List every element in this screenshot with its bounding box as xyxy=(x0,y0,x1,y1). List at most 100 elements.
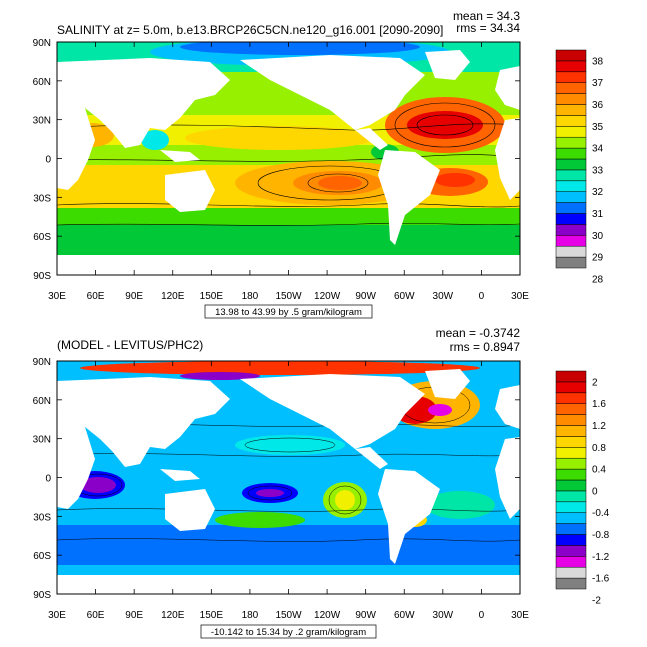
land-indonesia xyxy=(160,150,200,162)
colorbar-swatch xyxy=(555,468,587,481)
colorbar-label: -2 xyxy=(592,595,601,606)
colorbar-label: 37 xyxy=(592,78,604,89)
rms-label: rms = 34.34 xyxy=(456,21,520,35)
x-tick-label: 180 xyxy=(242,291,259,302)
colorbar-swatch xyxy=(555,501,587,513)
colorbar-swatch xyxy=(555,545,587,557)
x-tick-label: 60W xyxy=(394,610,415,621)
x-tick-label: 150E xyxy=(200,291,224,302)
y-tick-label: 60S xyxy=(33,232,51,243)
x-tick-label: 150W xyxy=(275,291,302,302)
map-plot xyxy=(57,42,520,275)
x-tick-labels: 30E 60E 90E 120E 150E 180 150W 120W 90W 60W 30W 0 30… xyxy=(48,42,529,302)
land-africa xyxy=(57,419,95,509)
north-pacific-high xyxy=(185,126,375,150)
colorbar-swatch xyxy=(555,180,587,192)
colorbar-swatch xyxy=(555,147,587,160)
y-tick-label: 60S xyxy=(33,551,51,562)
panel-salinity: SALINITY at z= 5.0m, b.e13.BRCP26C5CN.ne… xyxy=(33,9,604,319)
map-plot xyxy=(57,361,520,594)
land-europe-nw xyxy=(495,385,520,429)
land-africa-east xyxy=(495,118,520,200)
colorbar-swatch xyxy=(555,256,587,269)
land-australia xyxy=(165,170,215,212)
info-box xyxy=(204,304,373,319)
colorbar-label: 29 xyxy=(592,253,604,264)
panel-title: (MODEL - LEVITUS/PHC2) xyxy=(57,338,203,352)
colorbar-swatch xyxy=(555,169,587,182)
rms-label: rms = 0.8947 xyxy=(450,340,521,354)
continents xyxy=(57,369,520,564)
land-south-america xyxy=(378,469,440,564)
land-north-america xyxy=(240,55,425,130)
colorbar-swatch xyxy=(555,136,587,149)
y-tick-label: 90S xyxy=(33,271,51,282)
panel-title: SALINITY at z= 5.0m, b.e13.BRCP26C5CN.ne… xyxy=(57,23,443,37)
colorbar-swatch xyxy=(555,213,587,225)
panel-difference: (MODEL - LEVITUS/PHC2) mean = -0.3742 rm… xyxy=(33,326,610,639)
colorbar-swatch xyxy=(555,93,587,105)
y-tick-label: 90N xyxy=(33,357,51,368)
x-tick-label: 30E xyxy=(511,291,529,302)
colorbar-swatch xyxy=(555,425,587,437)
y-tick-label: 30N xyxy=(33,116,51,127)
colorbar-swatch xyxy=(555,447,587,459)
y-tick-label: 0 xyxy=(45,155,51,166)
colorbar-swatch xyxy=(555,512,587,524)
land-africa xyxy=(57,100,95,190)
colorbar-swatch xyxy=(555,224,587,236)
y-tick-label: 60N xyxy=(33,396,51,407)
land-north-america xyxy=(240,374,425,449)
colorbar-label: 32 xyxy=(592,187,604,198)
y-tick-labels: 90N 60N 30N 0 30S 60S 90S xyxy=(33,357,520,601)
continents xyxy=(57,50,520,245)
x-tick-label: 90E xyxy=(125,610,143,621)
colorbar-swatch xyxy=(555,534,587,546)
colorbar-swatch xyxy=(555,104,587,116)
x-tick-label: 60E xyxy=(87,610,105,621)
x-tick-label: 180 xyxy=(242,610,259,621)
x-tick-label: 30E xyxy=(48,291,66,302)
y-tick-labels: 90N 60N 30N 0 30S 60S 90S xyxy=(33,38,520,282)
colorbar-swatch xyxy=(555,479,587,492)
y-tick-label: 30S xyxy=(33,512,51,523)
colorbar-label: 0.4 xyxy=(592,465,606,476)
x-tick-label: 30W xyxy=(433,610,454,621)
south-atlantic-core xyxy=(435,173,475,187)
colorbar-swatch xyxy=(555,566,587,579)
labrador-negative xyxy=(428,404,452,416)
colorbar-swatch xyxy=(555,490,587,503)
colorbar: 38 37 36 35 34 33 32 31 30 29 28 xyxy=(555,49,604,285)
colorbar-swatch xyxy=(555,556,587,568)
arctic-positive xyxy=(80,361,480,375)
land-indonesia xyxy=(160,469,200,481)
x-tick-label: 0 xyxy=(479,291,485,302)
colorbar-label: 38 xyxy=(592,56,604,67)
y-tick-label: 30S xyxy=(33,193,51,204)
colorbar-swatch xyxy=(555,414,587,426)
south-atlantic-positive xyxy=(425,491,495,519)
mean-label: mean = -0.3742 xyxy=(436,326,521,340)
colorbar-swatch xyxy=(555,158,587,171)
x-tick-label: 0 xyxy=(479,610,485,621)
colorbar-swatch xyxy=(555,370,587,383)
east-pacific-max xyxy=(335,490,355,510)
x-tick-label: 30E xyxy=(48,610,66,621)
y-tick-label: 90N xyxy=(33,38,51,49)
land-central-america xyxy=(355,447,388,469)
colorbar-swatch xyxy=(555,71,587,83)
land-africa-east xyxy=(495,437,520,519)
colorbar-swatch xyxy=(555,245,587,258)
colorbar-swatch xyxy=(555,115,587,127)
central-pacific-min xyxy=(256,489,284,497)
colorbar-swatch xyxy=(555,577,587,590)
colorbar-label: 36 xyxy=(592,100,604,111)
x-tick-label: 60E xyxy=(87,291,105,302)
colorbar-swatch xyxy=(555,49,587,62)
colorbar-swatch xyxy=(555,191,587,203)
colorbar-swatch xyxy=(555,436,587,448)
colorbar-label: -0.8 xyxy=(592,530,610,541)
land-greenland xyxy=(425,369,470,399)
x-tick-label: 90W xyxy=(355,291,376,302)
